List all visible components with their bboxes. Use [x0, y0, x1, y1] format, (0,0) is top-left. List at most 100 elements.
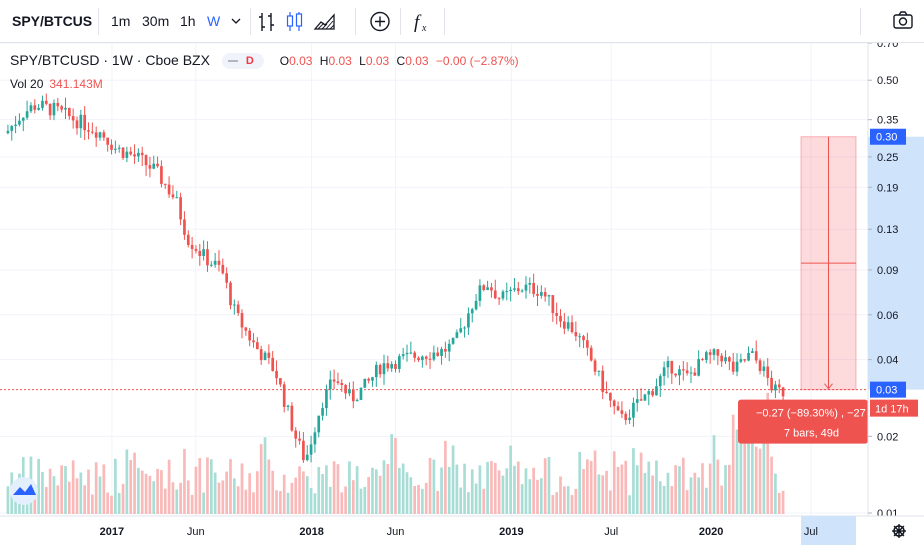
- candle-body: [44, 100, 48, 104]
- candle-body: [263, 352, 267, 361]
- candle-body: [190, 244, 194, 249]
- interval-1m-button[interactable]: 1m: [111, 13, 131, 29]
- candle-body: [386, 363, 390, 369]
- volume-bar: [325, 465, 328, 514]
- candle-body: [110, 144, 113, 150]
- candle-body: [229, 282, 232, 306]
- interval-w-button[interactable]: W: [207, 13, 221, 29]
- volume-bar: [685, 490, 689, 514]
- volume-bar: [674, 465, 677, 514]
- price-tick-label: 0.09: [877, 265, 898, 277]
- candle-body: [390, 364, 394, 369]
- candle-body: [340, 383, 344, 385]
- candle-body: [478, 285, 482, 301]
- toolbar-divider: [860, 8, 861, 35]
- volume-bar: [163, 488, 167, 514]
- interval-1h-button[interactable]: 1h: [180, 13, 196, 29]
- candle-body: [302, 440, 305, 461]
- volume-bar: [179, 482, 182, 514]
- price-tick-label: 0.50: [877, 75, 898, 87]
- candle-body: [547, 295, 551, 297]
- area-chart-icon[interactable]: [313, 0, 337, 43]
- volume-bar: [6, 486, 10, 514]
- close-value: 0.03: [405, 54, 429, 68]
- candle-body: [728, 357, 731, 362]
- volume-bar: [447, 466, 451, 514]
- time-axis-bg: [0, 516, 924, 545]
- volume-bar: [256, 471, 259, 514]
- add-compare-icon[interactable]: [369, 0, 391, 43]
- candle-body: [754, 351, 758, 361]
- volume-bar: [317, 467, 321, 514]
- price-axis[interactable]: 0.70 0.50 0.35 0.25 0.19 0.13 0.09 0.06 0.04 0.02…: [867, 43, 924, 545]
- volume-bar: [758, 448, 762, 514]
- candle-body: [52, 102, 56, 116]
- candle-body: [129, 151, 133, 155]
- candle-body: [41, 100, 44, 108]
- symbol-legend: SPY/BTCUSD · 1W · Cboe BZX D O0.03 H0.03…: [10, 52, 519, 70]
- candle-body: [559, 315, 562, 322]
- volume-bar: [747, 440, 750, 514]
- candle-body: [64, 107, 67, 110]
- measure-tool[interactable]: −0.27 (−89.30%) , −27 7 bars, 49d: [738, 136, 868, 444]
- volume-bar: [743, 417, 747, 514]
- bar-chart-icon[interactable]: [257, 0, 277, 43]
- volume-bar: [160, 470, 163, 514]
- time-axis[interactable]: 2017 Jun 2018 Jun 2019 Jul 2020 Jul: [0, 515, 924, 545]
- candle-body: [325, 389, 328, 409]
- candle-body: [394, 364, 397, 369]
- volume-bar: [639, 452, 643, 514]
- volume-bar: [409, 477, 413, 514]
- candle-body: [374, 364, 378, 378]
- candle-body: [777, 384, 781, 388]
- measure-range-highlight: [868, 136, 924, 390]
- camera-icon[interactable]: [891, 0, 915, 43]
- candle-body: [747, 352, 750, 361]
- volume-bar: [401, 463, 405, 514]
- volume-bar: [309, 487, 313, 514]
- volume-bar: [574, 488, 578, 514]
- last-price-tag: [870, 381, 906, 398]
- interval-30m-button[interactable]: 30m: [142, 13, 170, 29]
- volume-bar: [482, 488, 486, 514]
- volume-label: Vol 20: [10, 77, 44, 91]
- candle-body: [563, 321, 566, 329]
- volume-bar: [559, 476, 562, 514]
- volume-bar: [474, 483, 478, 514]
- volume-bar: [578, 451, 582, 514]
- volume-bar: [328, 486, 332, 514]
- volume-bar: [282, 474, 286, 514]
- candle-body: [424, 356, 428, 359]
- candle-body: [589, 347, 593, 361]
- volume-bar: [344, 486, 347, 514]
- price-chart[interactable]: −0.27 (−89.30%) , −27 7 bars, 49d 0.70 0.5…: [0, 43, 924, 545]
- ohlc-values: O0.03 H0.03 L0.03 C0.03 −0.00 (−2.87%): [279, 54, 519, 68]
- volume-bar: [436, 491, 440, 514]
- volume-bar: [678, 466, 681, 514]
- volume-bar: [528, 479, 532, 514]
- volume-bar: [601, 475, 605, 514]
- volume-bar: [405, 472, 409, 514]
- candle-body: [286, 405, 290, 407]
- measure-arrow-head: [824, 383, 833, 390]
- volume-bar: [777, 492, 781, 514]
- chevron-down-icon[interactable]: [230, 0, 244, 43]
- volume-bar: [271, 470, 275, 514]
- volume-bar: [374, 469, 378, 514]
- candle-body: [497, 298, 501, 300]
- volume-bar: [202, 492, 205, 514]
- volume-bar: [382, 460, 386, 514]
- candles-icon[interactable]: [285, 0, 305, 43]
- volume-bar: [589, 461, 593, 514]
- toolbar-divider: [400, 8, 401, 35]
- volume-bar: [367, 477, 370, 514]
- symbol-search[interactable]: SPY/BTCUSD: [12, 13, 92, 29]
- candle-body: [48, 103, 52, 116]
- volume-bar: [543, 458, 547, 514]
- last-price-label: 0.03: [876, 385, 897, 397]
- volume-bar: [236, 486, 240, 514]
- time-tick-label: Jul: [604, 526, 618, 538]
- candle-body: [56, 102, 60, 107]
- volume-bar: [463, 463, 466, 514]
